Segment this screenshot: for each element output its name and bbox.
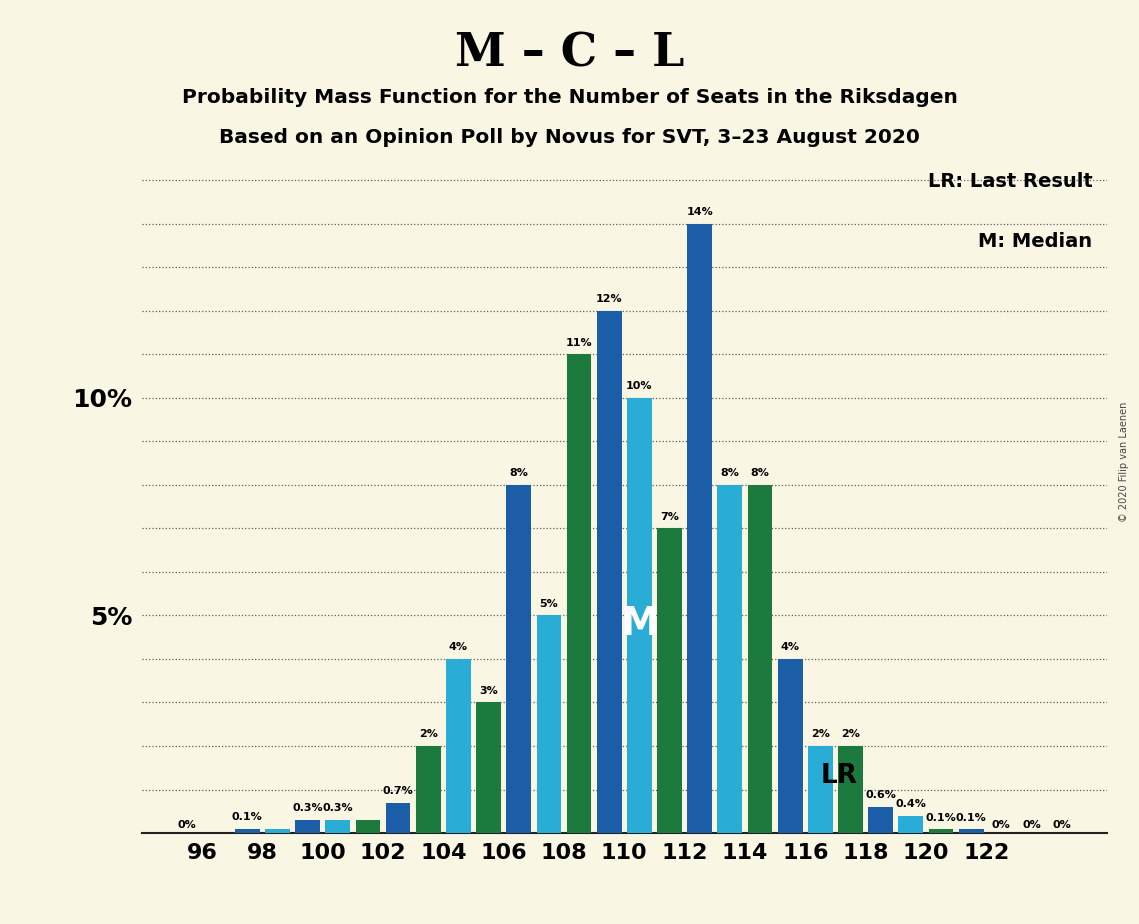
Bar: [235, 829, 260, 833]
Bar: [326, 820, 350, 833]
Text: 3%: 3%: [480, 686, 498, 696]
Bar: [476, 702, 501, 833]
Bar: [507, 485, 531, 833]
Text: Probability Mass Function for the Number of Seats in the Riksdagen: Probability Mass Function for the Number…: [181, 88, 958, 107]
Bar: [959, 829, 984, 833]
Text: 7%: 7%: [661, 512, 679, 522]
Text: 2%: 2%: [811, 729, 830, 739]
Text: 4%: 4%: [449, 642, 468, 652]
Bar: [747, 485, 772, 833]
Text: 0%: 0%: [178, 820, 196, 830]
Text: 0%: 0%: [1052, 820, 1071, 830]
Text: © 2020 Filip van Laenen: © 2020 Filip van Laenen: [1120, 402, 1129, 522]
Bar: [416, 746, 441, 833]
Text: 0.1%: 0.1%: [232, 812, 263, 822]
Bar: [778, 659, 803, 833]
Bar: [899, 816, 924, 833]
Text: 0.7%: 0.7%: [383, 786, 413, 796]
Text: 10%: 10%: [626, 382, 653, 391]
Bar: [687, 224, 712, 833]
Text: 14%: 14%: [687, 207, 713, 217]
Text: 8%: 8%: [509, 468, 528, 479]
Bar: [868, 807, 893, 833]
Text: 2%: 2%: [419, 729, 437, 739]
Text: Based on an Opinion Poll by Novus for SVT, 3–23 August 2020: Based on an Opinion Poll by Novus for SV…: [219, 128, 920, 147]
Bar: [657, 529, 682, 833]
Bar: [567, 354, 591, 833]
Text: 8%: 8%: [721, 468, 739, 479]
Bar: [838, 746, 863, 833]
Bar: [446, 659, 470, 833]
Bar: [626, 397, 652, 833]
Text: 0%: 0%: [992, 820, 1010, 830]
Bar: [718, 485, 743, 833]
Text: M – C – L: M – C – L: [454, 30, 685, 77]
Bar: [386, 803, 410, 833]
Text: 0.4%: 0.4%: [895, 799, 926, 809]
Bar: [295, 820, 320, 833]
Text: 0%: 0%: [1022, 820, 1041, 830]
Text: 12%: 12%: [596, 294, 623, 304]
Text: 0.3%: 0.3%: [322, 804, 353, 813]
Text: 2%: 2%: [841, 729, 860, 739]
Bar: [597, 310, 622, 833]
Text: M: Median: M: Median: [978, 233, 1092, 251]
Text: 5%: 5%: [540, 599, 558, 609]
Bar: [355, 820, 380, 833]
Bar: [536, 615, 562, 833]
Text: 0.6%: 0.6%: [866, 790, 896, 800]
Text: 0.1%: 0.1%: [926, 813, 957, 823]
Text: 8%: 8%: [751, 468, 770, 479]
Text: 4%: 4%: [780, 642, 800, 652]
Text: 0.1%: 0.1%: [956, 813, 986, 823]
Text: LR: LR: [820, 763, 858, 789]
Text: 0.3%: 0.3%: [293, 804, 322, 813]
Bar: [808, 746, 833, 833]
Bar: [265, 829, 289, 833]
Text: M: M: [620, 605, 658, 643]
Text: 11%: 11%: [566, 337, 592, 347]
Text: LR: Last Result: LR: Last Result: [927, 172, 1092, 190]
Bar: [928, 829, 953, 833]
